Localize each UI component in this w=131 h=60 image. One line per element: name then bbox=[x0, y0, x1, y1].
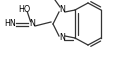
Text: N: N bbox=[29, 20, 35, 28]
Text: HO: HO bbox=[18, 6, 30, 15]
Text: HN: HN bbox=[4, 20, 16, 28]
Text: N: N bbox=[59, 33, 65, 42]
Text: N: N bbox=[59, 6, 65, 15]
